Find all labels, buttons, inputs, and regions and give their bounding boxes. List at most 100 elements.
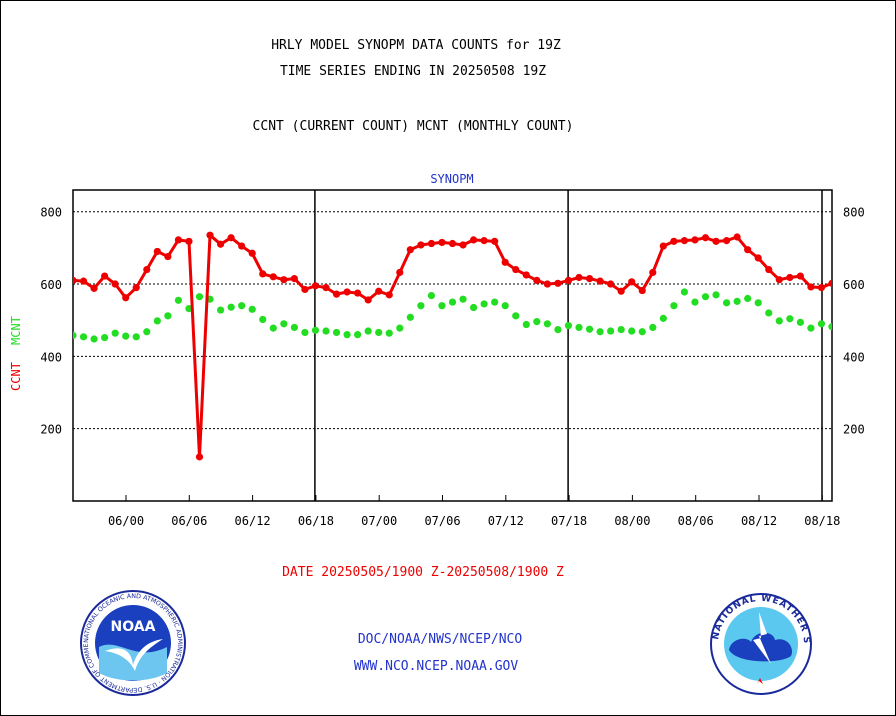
data-point-ccnt-57 — [670, 237, 678, 245]
data-point-ccnt-3 — [101, 272, 109, 280]
data-point-mcnt-10 — [174, 296, 183, 304]
data-point-mcnt-33 — [417, 302, 425, 310]
data-point-ccnt-62 — [722, 237, 731, 245]
data-point-ccnt-51 — [607, 280, 615, 288]
data-point-ccnt-31 — [396, 268, 404, 277]
data-point-ccnt-36 — [448, 239, 457, 248]
chart-title-line-1: HRLY MODEL SYNOPM DATA COUNTS for 19Z — [271, 38, 561, 53]
data-point-mcnt-63 — [733, 297, 741, 305]
data-point-ccnt-1 — [79, 277, 88, 285]
data-point-mcnt-30 — [385, 329, 393, 337]
data-point-ccnt-61 — [712, 237, 720, 245]
data-point-mcnt-58 — [680, 288, 689, 296]
data-point-mcnt-72 — [828, 323, 832, 331]
data-point-mcnt-54 — [638, 328, 646, 336]
data-point-ccnt-18 — [259, 270, 267, 278]
data-point-ccnt-42 — [512, 265, 520, 274]
x-tick-label-07-00: 07/00 — [361, 514, 397, 528]
data-point-mcnt-61 — [712, 291, 720, 299]
data-point-ccnt-15 — [227, 234, 235, 242]
data-point-ccnt-0 — [73, 276, 77, 285]
data-point-ccnt-71 — [817, 284, 826, 292]
data-point-mcnt-6 — [132, 333, 140, 341]
y-axis-label-ccnt: CCNT — [9, 362, 23, 391]
data-point-mcnt-53 — [628, 327, 636, 335]
data-point-mcnt-7 — [143, 328, 151, 336]
y-tick-label-right-600: 600 — [843, 278, 865, 292]
y-tick-label-left-600: 600 — [40, 278, 62, 292]
data-point-ccnt-27 — [354, 289, 362, 297]
data-point-ccnt-30 — [385, 291, 393, 299]
data-point-mcnt-12 — [195, 293, 204, 301]
data-point-mcnt-16 — [238, 302, 246, 310]
data-point-ccnt-47 — [564, 276, 573, 285]
data-point-ccnt-2 — [90, 284, 98, 292]
data-point-mcnt-34 — [427, 291, 436, 300]
data-point-ccnt-17 — [248, 249, 256, 257]
data-point-mcnt-40 — [491, 298, 499, 306]
data-point-ccnt-37 — [459, 241, 467, 249]
y-axis-label-mcnt: MCNT — [9, 316, 23, 345]
data-point-ccnt-25 — [332, 290, 341, 298]
data-point-mcnt-25 — [332, 328, 341, 337]
plot-frame — [72, 189, 833, 502]
data-point-mcnt-50 — [596, 328, 604, 336]
data-point-ccnt-28 — [364, 296, 372, 304]
data-point-mcnt-8 — [153, 317, 161, 325]
data-point-ccnt-26 — [343, 288, 351, 296]
data-point-ccnt-4 — [111, 280, 119, 288]
data-point-mcnt-48 — [575, 323, 583, 332]
data-point-ccnt-69 — [796, 272, 804, 280]
chart-title-line-2: TIME SERIES ENDING IN 20250508 19Z — [279, 64, 547, 79]
nws-logo: NATIONAL WEATHER SERVICE — [710, 593, 812, 695]
data-point-ccnt-38 — [469, 236, 478, 244]
data-point-mcnt-20 — [280, 320, 288, 328]
data-point-mcnt-69 — [796, 318, 804, 326]
data-point-mcnt-60 — [701, 293, 710, 301]
data-point-mcnt-67 — [775, 317, 783, 325]
data-point-ccnt-34 — [427, 239, 436, 248]
data-point-mcnt-5 — [122, 332, 130, 340]
data-point-mcnt-9 — [164, 312, 172, 320]
data-point-mcnt-24 — [322, 327, 330, 335]
y-axis-label-group: CCNT MCNT — [9, 316, 23, 391]
data-point-mcnt-46 — [554, 325, 562, 334]
nws-logo-lightning — [753, 612, 771, 664]
x-tick-label-07-12: 07/12 — [488, 514, 524, 528]
data-point-mcnt-65 — [754, 299, 762, 307]
website-url-text: WWW.NCO.NCEP.NOAA.GOV — [353, 659, 519, 674]
data-point-ccnt-70 — [807, 283, 815, 291]
x-tick-label-08-06: 08/06 — [678, 514, 714, 528]
data-point-ccnt-48 — [575, 273, 583, 282]
data-point-mcnt-21 — [290, 323, 298, 332]
data-point-ccnt-14 — [216, 240, 225, 248]
data-point-ccnt-45 — [543, 280, 551, 288]
data-point-ccnt-67 — [775, 276, 783, 284]
data-point-mcnt-1 — [79, 333, 88, 341]
x-tick-label-06-00: 06/00 — [108, 514, 144, 528]
x-tick-label-06-18: 06/18 — [298, 514, 334, 528]
x-tick-label-07-06: 07/06 — [424, 514, 460, 528]
data-point-ccnt-52 — [617, 287, 625, 295]
data-point-mcnt-45 — [543, 320, 551, 328]
data-point-mcnt-28 — [364, 327, 372, 335]
data-point-mcnt-68 — [786, 315, 794, 323]
data-point-ccnt-56 — [659, 242, 667, 250]
data-point-ccnt-58 — [680, 237, 689, 245]
x-tick-label-08-18: 08/18 — [804, 514, 840, 528]
data-point-ccnt-63 — [733, 233, 741, 241]
data-point-ccnt-39 — [480, 237, 488, 245]
x-tick-label-06-06: 06/06 — [171, 514, 207, 528]
data-point-ccnt-68 — [786, 273, 794, 282]
data-point-mcnt-49 — [585, 325, 594, 333]
data-point-mcnt-15 — [227, 303, 235, 311]
data-point-ccnt-46 — [554, 279, 562, 287]
data-point-ccnt-54 — [638, 286, 646, 295]
data-point-ccnt-9 — [164, 252, 172, 261]
data-point-mcnt-23 — [311, 326, 320, 334]
data-point-mcnt-14 — [216, 306, 225, 314]
data-point-ccnt-59 — [691, 236, 699, 244]
data-point-mcnt-32 — [406, 313, 414, 321]
data-point-ccnt-13 — [206, 231, 214, 239]
